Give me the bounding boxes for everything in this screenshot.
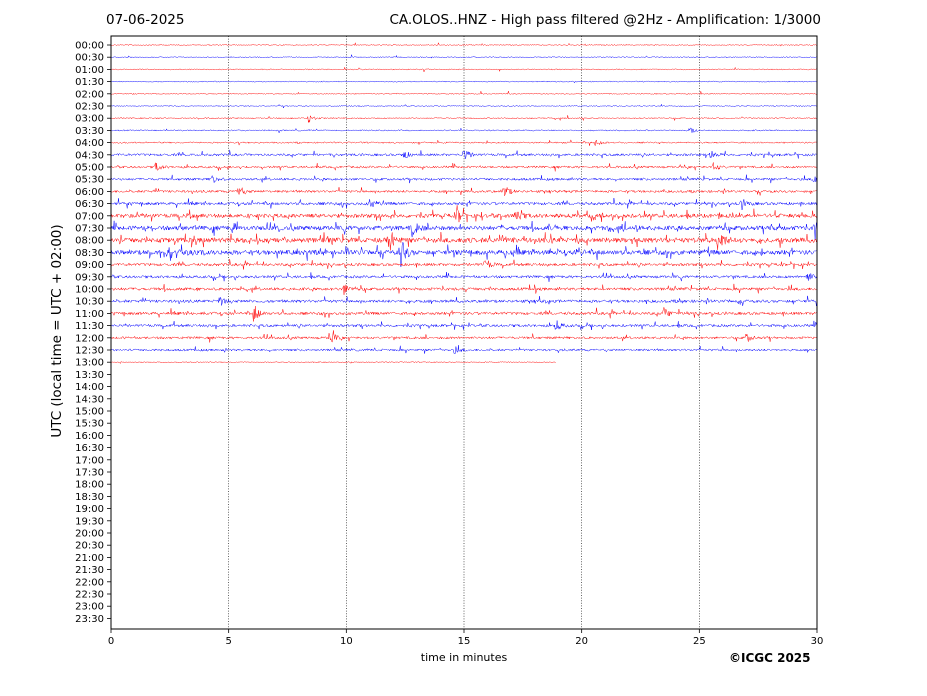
y-tick-label: 22:00 (75, 577, 104, 588)
y-tick-label: 05:30 (75, 175, 104, 186)
y-tick-label: 16:00 (75, 431, 104, 442)
y-tick-label: 06:00 (75, 187, 104, 198)
x-tick-label: 25 (693, 636, 706, 647)
y-tick-label: 09:30 (75, 272, 104, 283)
x-tick-label: 30 (811, 636, 824, 647)
y-tick-label: 09:00 (75, 260, 104, 271)
y-tick-label: 17:30 (75, 468, 104, 479)
y-tick-label: 15:30 (75, 419, 104, 430)
chart-title: CA.OLOS..HNZ - High pass filtered @2Hz -… (389, 12, 821, 28)
x-tick-label: 5 (225, 636, 231, 647)
y-tick-label: 18:00 (75, 480, 104, 491)
trace-00:30 (110, 53, 818, 59)
date-label: 07-06-2025 (106, 12, 185, 28)
y-tick-label: 14:30 (75, 394, 104, 405)
y-tick-label: 00:00 (75, 41, 104, 52)
y-tick-label: 08:00 (75, 236, 104, 247)
trace-02:30 (110, 103, 818, 109)
trace-11:00 (110, 305, 818, 322)
y-tick-label: 11:00 (75, 309, 104, 320)
copyright-label: ©ICGC 2025 (729, 651, 811, 665)
y-tick-label: 21:30 (75, 565, 104, 576)
y-tick-label: 07:30 (75, 224, 104, 235)
trace-01:00 (110, 66, 818, 73)
y-tick-label: 11:30 (75, 321, 104, 332)
y-tick-label: 00:30 (75, 53, 104, 64)
trace-08:00 (110, 232, 818, 251)
trace-03:30 (110, 127, 818, 134)
y-tick-label: 04:30 (75, 150, 104, 161)
trace-07:30 (110, 220, 818, 240)
y-tick-label: 10:00 (75, 285, 104, 296)
y-tick-label: 07:00 (75, 211, 104, 222)
trace-12:00 (110, 330, 818, 343)
y-tick-label: 23:00 (75, 602, 104, 613)
y-tick-label: 06:30 (75, 199, 104, 210)
y-tick-label: 21:00 (75, 553, 104, 564)
y-tick-label: 15:00 (75, 407, 104, 418)
y-tick-label: 19:30 (75, 516, 104, 527)
y-tick-label: 12:00 (75, 333, 104, 344)
trace-06:30 (111, 197, 818, 211)
y-tick-label: 12:30 (75, 346, 104, 357)
y-tick-label: 19:00 (75, 504, 104, 515)
y-tick-label: 20:30 (75, 541, 104, 552)
y-tick-label: 13:00 (75, 358, 104, 369)
trace-10:00 (110, 283, 817, 295)
trace-02:00 (110, 91, 818, 96)
x-tick-label: 15 (458, 636, 471, 647)
y-tick-label: 03:30 (75, 126, 104, 137)
trace-04:30 (110, 149, 818, 160)
trace-04:00 (111, 138, 817, 147)
y-tick-label: 16:30 (75, 443, 104, 454)
y-tick-label: 18:30 (75, 492, 104, 503)
y-tick-label: 01:00 (75, 65, 104, 76)
y-tick-label: 23:30 (75, 614, 104, 625)
y-tick-label: 14:00 (75, 382, 104, 393)
trace-10:30 (110, 295, 818, 307)
y-tick-label: 13:30 (75, 370, 104, 381)
y-tick-label: 10:30 (75, 297, 104, 308)
y-tick-label: 02:30 (75, 102, 104, 113)
y-tick-label: 02:00 (75, 89, 104, 100)
y-tick-label: 03:00 (75, 114, 104, 125)
trace-05:30 (110, 174, 818, 184)
x-tick-label: 10 (340, 636, 353, 647)
y-tick-label: 20:00 (75, 529, 104, 540)
trace-12:30 (110, 345, 818, 354)
y-tick-label: 22:30 (75, 590, 104, 601)
y-tick-label: 04:00 (75, 138, 104, 149)
x-axis-label: time in minutes (420, 651, 508, 664)
trace-00:00 (110, 41, 818, 47)
y-tick-label: 08:30 (75, 248, 104, 259)
trace-03:00 (110, 114, 818, 123)
trace-08:30 (110, 241, 818, 267)
x-tick-label: 20 (575, 636, 588, 647)
y-tick-label: 05:00 (75, 163, 104, 174)
trace-09:30 (110, 272, 818, 282)
trace-13:00 (110, 361, 556, 364)
x-tick-label: 0 (108, 636, 114, 647)
y-tick-label: 17:00 (75, 455, 104, 466)
trace-01:30 (110, 80, 818, 84)
trace-07:00 (110, 205, 818, 223)
y-tick-label: 01:30 (75, 77, 104, 88)
trace-06:00 (110, 187, 818, 196)
trace-11:30 (110, 320, 818, 331)
trace-09:00 (110, 258, 818, 270)
trace-05:00 (110, 162, 818, 172)
